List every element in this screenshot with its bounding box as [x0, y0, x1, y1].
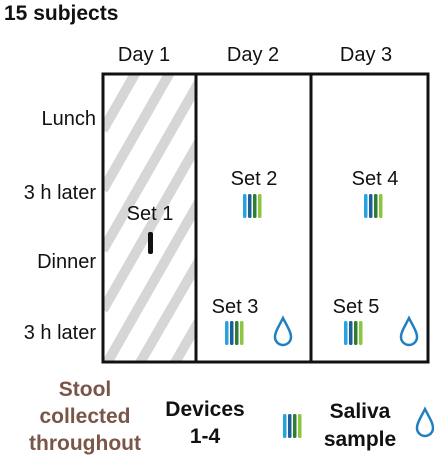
set-5-label: Set 5: [332, 296, 380, 318]
timepoint-dinner: Dinner: [37, 251, 96, 273]
timepoint-3h-after-dinner: 3 h later: [23, 322, 96, 344]
set-3-label: Set 3: [211, 296, 259, 318]
set-1-label: Set 1: [126, 203, 174, 225]
day-1-label: Day 1: [117, 44, 171, 66]
device-strip-icon: [364, 194, 383, 218]
saliva-drop-icon: [415, 406, 434, 438]
saliva-drop-icon: [399, 315, 419, 347]
stool-legend-line-3: throughout: [29, 432, 141, 455]
stool-sample-icon: [148, 232, 153, 254]
saliva-legend: Saliva sample: [310, 398, 410, 454]
day-2-label: Day 2: [226, 44, 280, 66]
device-strip-icon: [283, 414, 302, 438]
timepoint-3h-after-lunch: 3 h later: [23, 182, 96, 204]
saliva-drop-icon: [273, 315, 293, 347]
devices-legend: Devices 1-4: [150, 396, 260, 450]
day-3-box: [309, 72, 430, 364]
device-strip-icon: [243, 194, 262, 218]
stool-legend-line-1: Stool: [58, 378, 112, 401]
day-1-hatch: [103, 74, 196, 362]
day-3-label: Day 3: [339, 44, 393, 66]
devices-legend-line-2: 1-4: [189, 425, 221, 448]
stool-legend: Stool collected throughout: [8, 376, 162, 457]
set-4-label: Set 4: [351, 168, 399, 190]
timepoint-lunch: Lunch: [41, 108, 97, 130]
saliva-legend-line-2: sample: [323, 428, 397, 451]
diagram-title: 15 subjects: [4, 2, 119, 25]
stool-legend-line-2: collected: [39, 405, 131, 428]
saliva-legend-line-1: Saliva: [329, 400, 391, 423]
device-strip-icon: [225, 321, 244, 345]
devices-legend-line-1: Devices: [165, 398, 245, 421]
device-strip-icon: [344, 321, 363, 345]
set-2-label: Set 2: [230, 168, 278, 190]
